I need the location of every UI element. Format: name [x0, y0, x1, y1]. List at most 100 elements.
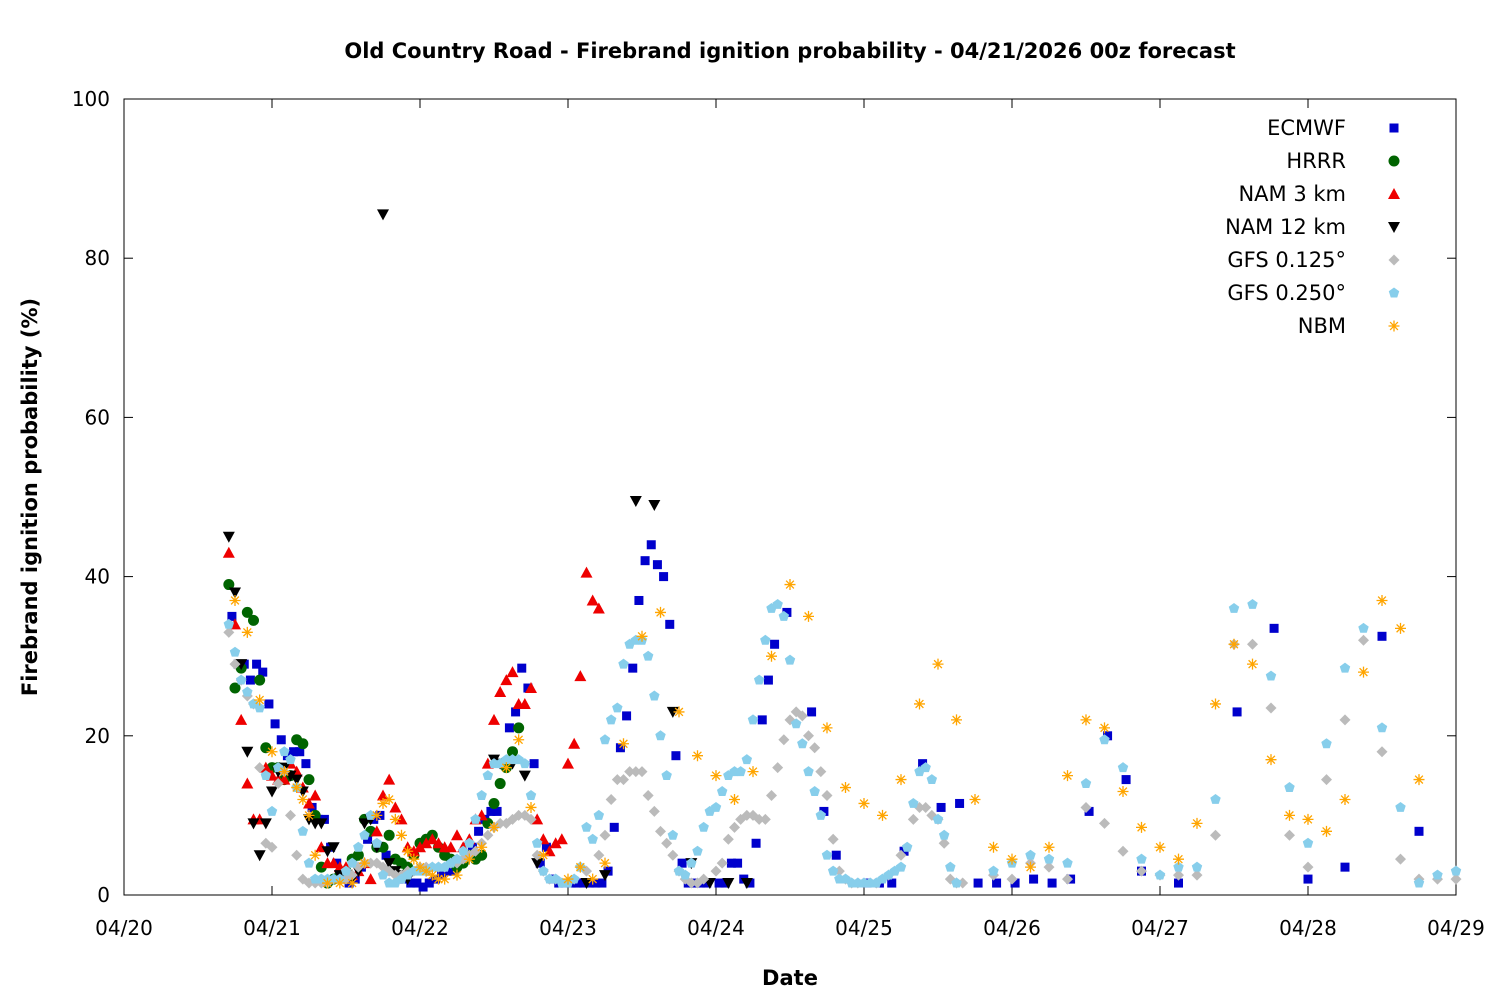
data-point	[710, 770, 722, 782]
data-point	[1062, 873, 1073, 885]
data-point	[297, 825, 309, 836]
data-point	[517, 663, 527, 673]
data-point	[474, 826, 484, 836]
data-point	[424, 878, 434, 888]
data-point	[492, 806, 502, 816]
data-point	[252, 659, 262, 669]
data-point	[1210, 829, 1221, 841]
data-point	[766, 650, 777, 662]
data-point	[245, 675, 255, 685]
data-point	[1321, 774, 1332, 786]
data-point	[1103, 731, 1113, 741]
data-point	[1154, 841, 1166, 853]
data-point	[821, 849, 833, 860]
data-point	[289, 747, 299, 757]
data-point	[988, 841, 999, 853]
data-point	[920, 762, 931, 773]
data-point	[370, 825, 383, 837]
data-point	[729, 821, 740, 833]
data-point	[334, 877, 346, 889]
legend-marker	[1388, 254, 1400, 266]
data-point	[759, 813, 771, 825]
data-point	[895, 774, 907, 786]
data-point	[541, 842, 551, 852]
chart-title: Old Country Road - Firebrand ignition pr…	[344, 39, 1235, 63]
data-point	[1413, 877, 1425, 888]
data-point	[303, 857, 315, 868]
data-point	[279, 746, 290, 757]
data-point	[733, 858, 743, 868]
data-point	[377, 869, 389, 880]
data-point	[722, 833, 734, 845]
data-point	[753, 813, 765, 825]
data-point	[518, 770, 531, 782]
data-point	[630, 766, 642, 778]
data-point	[353, 841, 364, 852]
data-point	[1080, 714, 1092, 726]
x-tick-label: 04/22	[391, 916, 449, 940]
data-point	[414, 861, 426, 873]
data-point	[1062, 857, 1073, 868]
data-point	[772, 762, 784, 774]
data-point	[451, 853, 463, 864]
data-point	[1043, 841, 1055, 853]
data-point	[291, 849, 303, 861]
data-point	[895, 861, 907, 872]
data-point	[486, 806, 496, 816]
data-point	[988, 865, 999, 876]
data-point	[507, 746, 518, 758]
data-point	[605, 714, 617, 725]
data-point	[383, 793, 395, 805]
data-point	[278, 766, 290, 778]
data-point	[797, 738, 808, 749]
data-point	[1154, 869, 1166, 880]
data-point	[1358, 622, 1369, 633]
data-point	[1339, 662, 1351, 673]
data-point	[973, 878, 983, 888]
data-point	[229, 682, 241, 694]
x-tick-label: 04/27	[1131, 916, 1189, 940]
data-point	[359, 829, 370, 840]
data-point	[254, 674, 266, 686]
data-point	[710, 801, 722, 812]
data-point	[241, 777, 254, 789]
data-point	[1062, 770, 1073, 782]
data-point	[932, 813, 944, 824]
data-point	[1210, 793, 1221, 804]
data-point	[1450, 865, 1462, 876]
data-point	[655, 606, 666, 618]
data-point	[636, 630, 648, 642]
data-point	[549, 837, 562, 849]
data-point	[938, 837, 950, 849]
data-point	[815, 809, 827, 820]
data-point	[276, 735, 286, 745]
data-point	[936, 802, 946, 812]
data-point	[580, 878, 593, 890]
data-point	[593, 849, 605, 861]
legend-marker	[1389, 123, 1399, 133]
legend-marker	[1388, 287, 1400, 298]
data-point	[377, 209, 389, 221]
x-tick-label: 04/28	[1279, 916, 1337, 940]
data-point	[907, 813, 919, 825]
data-point	[611, 774, 623, 786]
legend-marker	[1388, 320, 1400, 332]
data-point	[649, 690, 660, 701]
data-point	[1395, 622, 1406, 634]
data-point	[803, 610, 814, 622]
legend-label: ECMWF	[1267, 116, 1346, 140]
data-point	[735, 766, 746, 777]
data-point	[763, 675, 773, 685]
data-point	[525, 682, 537, 694]
data-point	[1395, 801, 1406, 812]
legend-marker	[1388, 155, 1400, 167]
data-point	[525, 813, 537, 825]
data-point	[612, 702, 623, 713]
data-point	[482, 829, 494, 841]
data-point	[1228, 602, 1240, 613]
data-point	[642, 790, 654, 801]
data-point	[593, 809, 605, 820]
data-point	[259, 818, 272, 830]
data-point	[809, 742, 821, 754]
